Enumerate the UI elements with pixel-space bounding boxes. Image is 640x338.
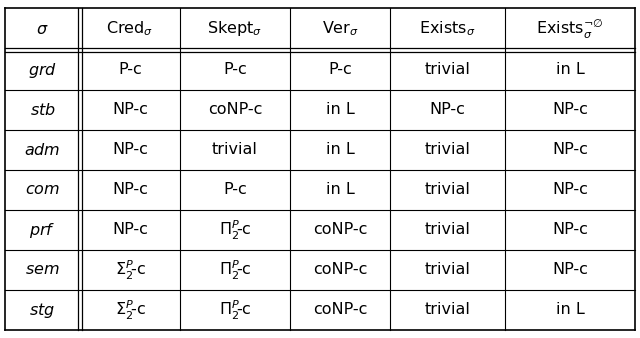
Text: in L: in L [556,63,584,77]
Text: trivial: trivial [424,183,470,197]
Text: NP-c: NP-c [112,183,148,197]
Text: $\mathit{com}$: $\mathit{com}$ [25,183,60,197]
Text: P-c: P-c [118,63,142,77]
Text: trivial: trivial [424,263,470,277]
Text: $\Sigma_2^P\!$-c: $\Sigma_2^P\!$-c [115,258,145,282]
Text: coNP-c: coNP-c [313,263,367,277]
Text: trivial: trivial [424,222,470,238]
Text: NP-c: NP-c [552,183,588,197]
Text: NP-c: NP-c [552,102,588,118]
Text: P-c: P-c [328,63,352,77]
Text: NP-c: NP-c [552,143,588,158]
Text: $\Pi_2^P\!$-c: $\Pi_2^P\!$-c [219,258,252,282]
Text: $\mathit{grd}$: $\mathit{grd}$ [28,61,57,79]
Text: coNP-c: coNP-c [208,102,262,118]
Text: trivial: trivial [424,303,470,317]
Text: $\mathrm{Skept}_{\sigma}$: $\mathrm{Skept}_{\sigma}$ [207,20,262,39]
Text: in L: in L [326,143,355,158]
Text: in L: in L [326,102,355,118]
Text: coNP-c: coNP-c [313,222,367,238]
Text: $\mathit{stg}$: $\mathit{stg}$ [29,300,56,319]
Text: trivial: trivial [424,143,470,158]
Text: in L: in L [326,183,355,197]
Text: $\mathit{prf}$: $\mathit{prf}$ [29,220,56,240]
Text: NP-c: NP-c [552,222,588,238]
Text: NP-c: NP-c [429,102,465,118]
Text: NP-c: NP-c [112,102,148,118]
Text: trivial: trivial [424,63,470,77]
Text: $\Pi_2^P\!$-c: $\Pi_2^P\!$-c [219,218,252,242]
Text: $\mathit{stb}$: $\mathit{stb}$ [29,102,56,118]
Text: $\mathrm{Cred}_{\sigma}$: $\mathrm{Cred}_{\sigma}$ [106,20,154,38]
Text: $\sigma$: $\sigma$ [36,22,49,37]
Text: NP-c: NP-c [552,263,588,277]
Text: $\Sigma_2^P\!$-c: $\Sigma_2^P\!$-c [115,298,145,321]
Text: P-c: P-c [223,63,247,77]
Text: $\mathrm{Exists}_{\sigma}$: $\mathrm{Exists}_{\sigma}$ [419,20,476,38]
Text: coNP-c: coNP-c [313,303,367,317]
Text: in L: in L [556,303,584,317]
Text: $\mathrm{Exists}_{\sigma}^{\neg\emptyset}$: $\mathrm{Exists}_{\sigma}^{\neg\emptyset… [536,17,604,41]
Text: $\Pi_2^P\!$-c: $\Pi_2^P\!$-c [219,298,252,321]
Text: $\mathit{adm}$: $\mathit{adm}$ [24,142,61,158]
Text: trivial: trivial [212,143,258,158]
Text: NP-c: NP-c [112,143,148,158]
Text: P-c: P-c [223,183,247,197]
Text: $\mathrm{Ver}_{\sigma}$: $\mathrm{Ver}_{\sigma}$ [321,20,358,38]
Text: $\mathit{sem}$: $\mathit{sem}$ [25,263,60,277]
Text: NP-c: NP-c [112,222,148,238]
